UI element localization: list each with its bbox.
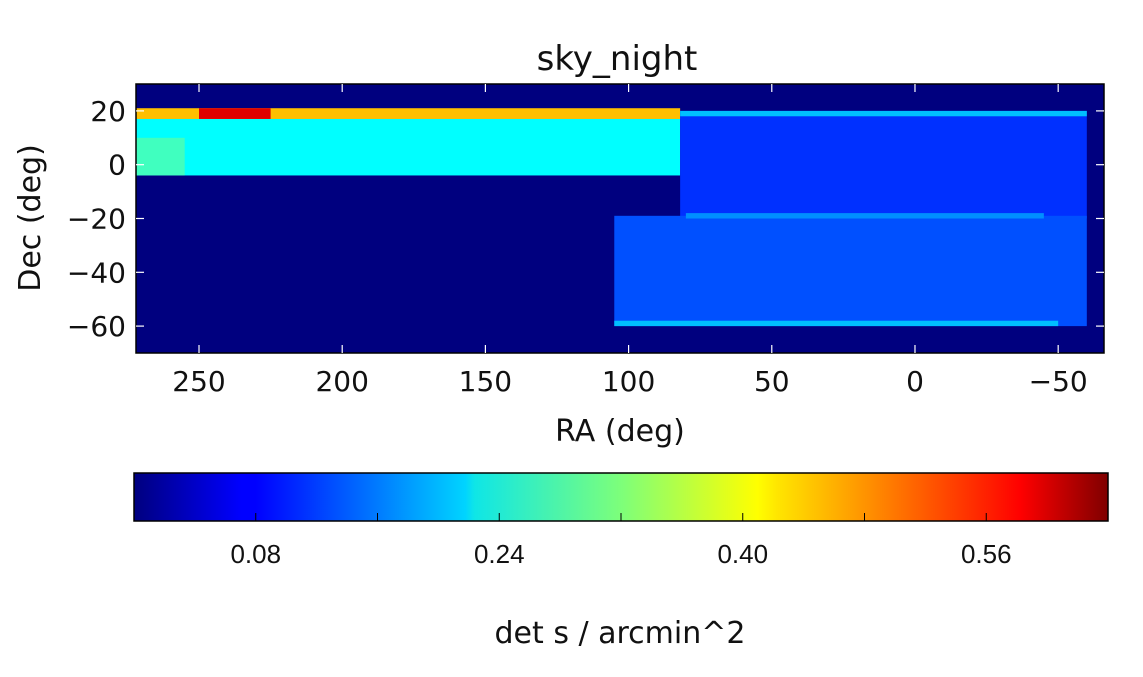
x-tick-label: 50 (754, 365, 790, 398)
colorbar-label: det s / arcmin^2 (495, 616, 746, 651)
y-tick-label: −60 (67, 310, 126, 343)
heatmap-region (136, 110, 681, 176)
heatmap-region (680, 110, 1087, 117)
y-axis-label: Dec (deg) (13, 144, 48, 292)
colorbar-tick-label: 0.08 (230, 539, 281, 569)
colorbar-tick-label: 0.56 (961, 539, 1012, 569)
x-tick-label: 150 (459, 365, 512, 398)
heatmap-area: 250 200 150 100 50 0 −50 200−20−40−60 (67, 83, 1105, 398)
heatmap-region (136, 137, 185, 176)
y-tick-label: −20 (67, 203, 126, 236)
colorbar-tick-label: 0.40 (717, 539, 768, 569)
heatmap-region (685, 213, 1044, 219)
x-tick-label: 100 (602, 365, 655, 398)
y-tick-label: −40 (67, 256, 126, 289)
heatmap-region (199, 108, 271, 119)
x-axis-label: RA (deg) (555, 414, 685, 449)
chart-title: sky_night (537, 39, 698, 79)
colorbar-tick-label: 0.24 (474, 539, 525, 569)
y-tick-label: 0 (108, 149, 126, 182)
x-tick-label: −50 (1029, 365, 1088, 398)
x-tick-label: 0 (906, 365, 924, 398)
y-tick-label: 20 (90, 95, 126, 128)
x-tick-label: 250 (172, 365, 225, 398)
x-tick-label: 200 (315, 365, 368, 398)
heatmap-region (614, 215, 1087, 327)
heatmap-region (680, 110, 1087, 219)
heatmap-region (614, 320, 1059, 327)
colorbar: 0.08 0.24 0.40 0.56 det s / arcmin^2 (133, 472, 1109, 651)
heatmap-region (136, 108, 681, 119)
